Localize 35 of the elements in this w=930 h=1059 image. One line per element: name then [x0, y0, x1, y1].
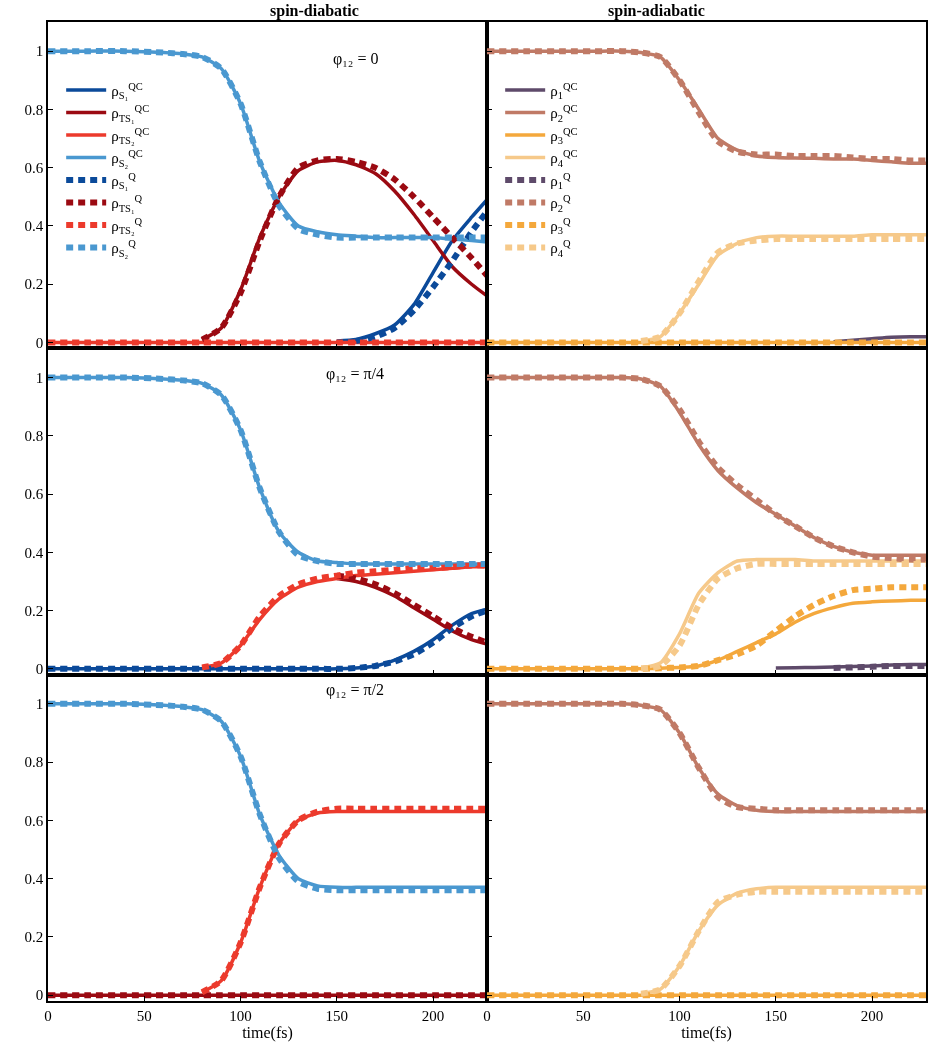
y-tick-label: 0.4 [24, 870, 44, 887]
x-tick-label: 200 [421, 1007, 445, 1024]
x-tick-label: 0 [483, 1007, 491, 1024]
y-tick-label: 0 [35, 661, 44, 678]
x-tick-label: 150 [764, 1007, 788, 1024]
y-tick-label: 1 [35, 369, 44, 386]
x-axis-title: time(fs) [681, 1023, 732, 1042]
annotation: φ₁₂ = 0 [333, 50, 379, 68]
y-tick-label: 1 [35, 43, 44, 60]
x-tick-label: 50 [136, 1007, 152, 1024]
y-tick-label: 0.6 [24, 486, 44, 503]
y-tick-label: 0.4 [24, 544, 44, 561]
x-axis-title: time(fs) [242, 1023, 293, 1042]
x-tick-label: 200 [860, 1007, 884, 1024]
x-tick-label: 100 [668, 1007, 691, 1024]
x-tick-label: 100 [229, 1007, 252, 1024]
y-tick-label: 0.2 [24, 602, 44, 619]
y-tick-label: 0.8 [24, 101, 44, 118]
line-series [335, 197, 487, 343]
y-tick-label: 1 [35, 696, 44, 713]
y-tick-label: 0.2 [24, 929, 44, 946]
chart-title: spin-diabatic [270, 2, 359, 20]
y-tick-label: 0 [35, 987, 44, 1004]
x-tick-label: 150 [325, 1007, 349, 1024]
y-tick-label: 0.6 [24, 812, 44, 829]
y-tick-label: 0 [35, 334, 44, 351]
y-tick-label: 0.4 [24, 218, 44, 235]
y-tick-label: 0.8 [24, 427, 44, 444]
annotation: φ₁₂ = π/4 [326, 365, 384, 383]
y-tick-label: 0.8 [24, 754, 44, 771]
chart-title: spin-adiabatic [608, 2, 705, 20]
x-tick-label: 50 [575, 1007, 591, 1024]
y-tick-label: 0.2 [24, 276, 44, 293]
y-tick-label: 0.6 [24, 159, 44, 176]
annotation: φ₁₂ = π/2 [326, 681, 384, 699]
